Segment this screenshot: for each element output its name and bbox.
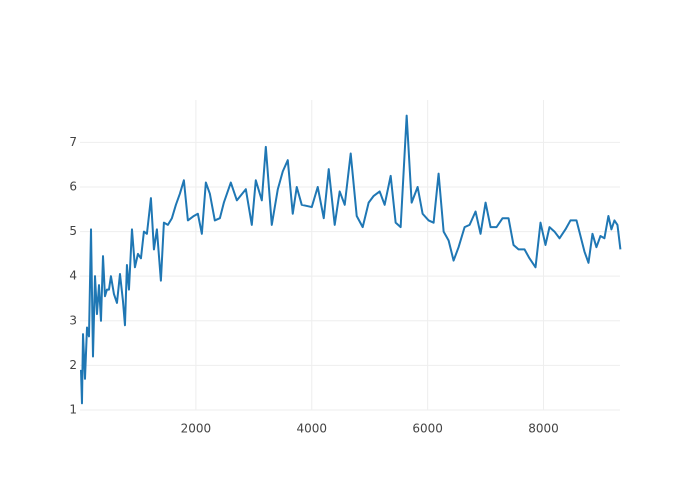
- y-tick-label: 4: [69, 269, 77, 283]
- x-tick-label: 2000: [181, 422, 212, 436]
- y-tick-label: 2: [69, 358, 77, 372]
- y-tick-label: 5: [69, 224, 77, 238]
- y-tick-label: 3: [69, 313, 77, 327]
- data-line: [79, 114, 622, 405]
- x-tick-label: 6000: [412, 422, 443, 436]
- y-tick-label: 7: [69, 135, 77, 149]
- y-tick-label: 1: [69, 403, 77, 417]
- y-tick-label: 6: [69, 179, 77, 193]
- x-tick-label: 8000: [528, 422, 559, 436]
- x-tick-label: 4000: [296, 422, 327, 436]
